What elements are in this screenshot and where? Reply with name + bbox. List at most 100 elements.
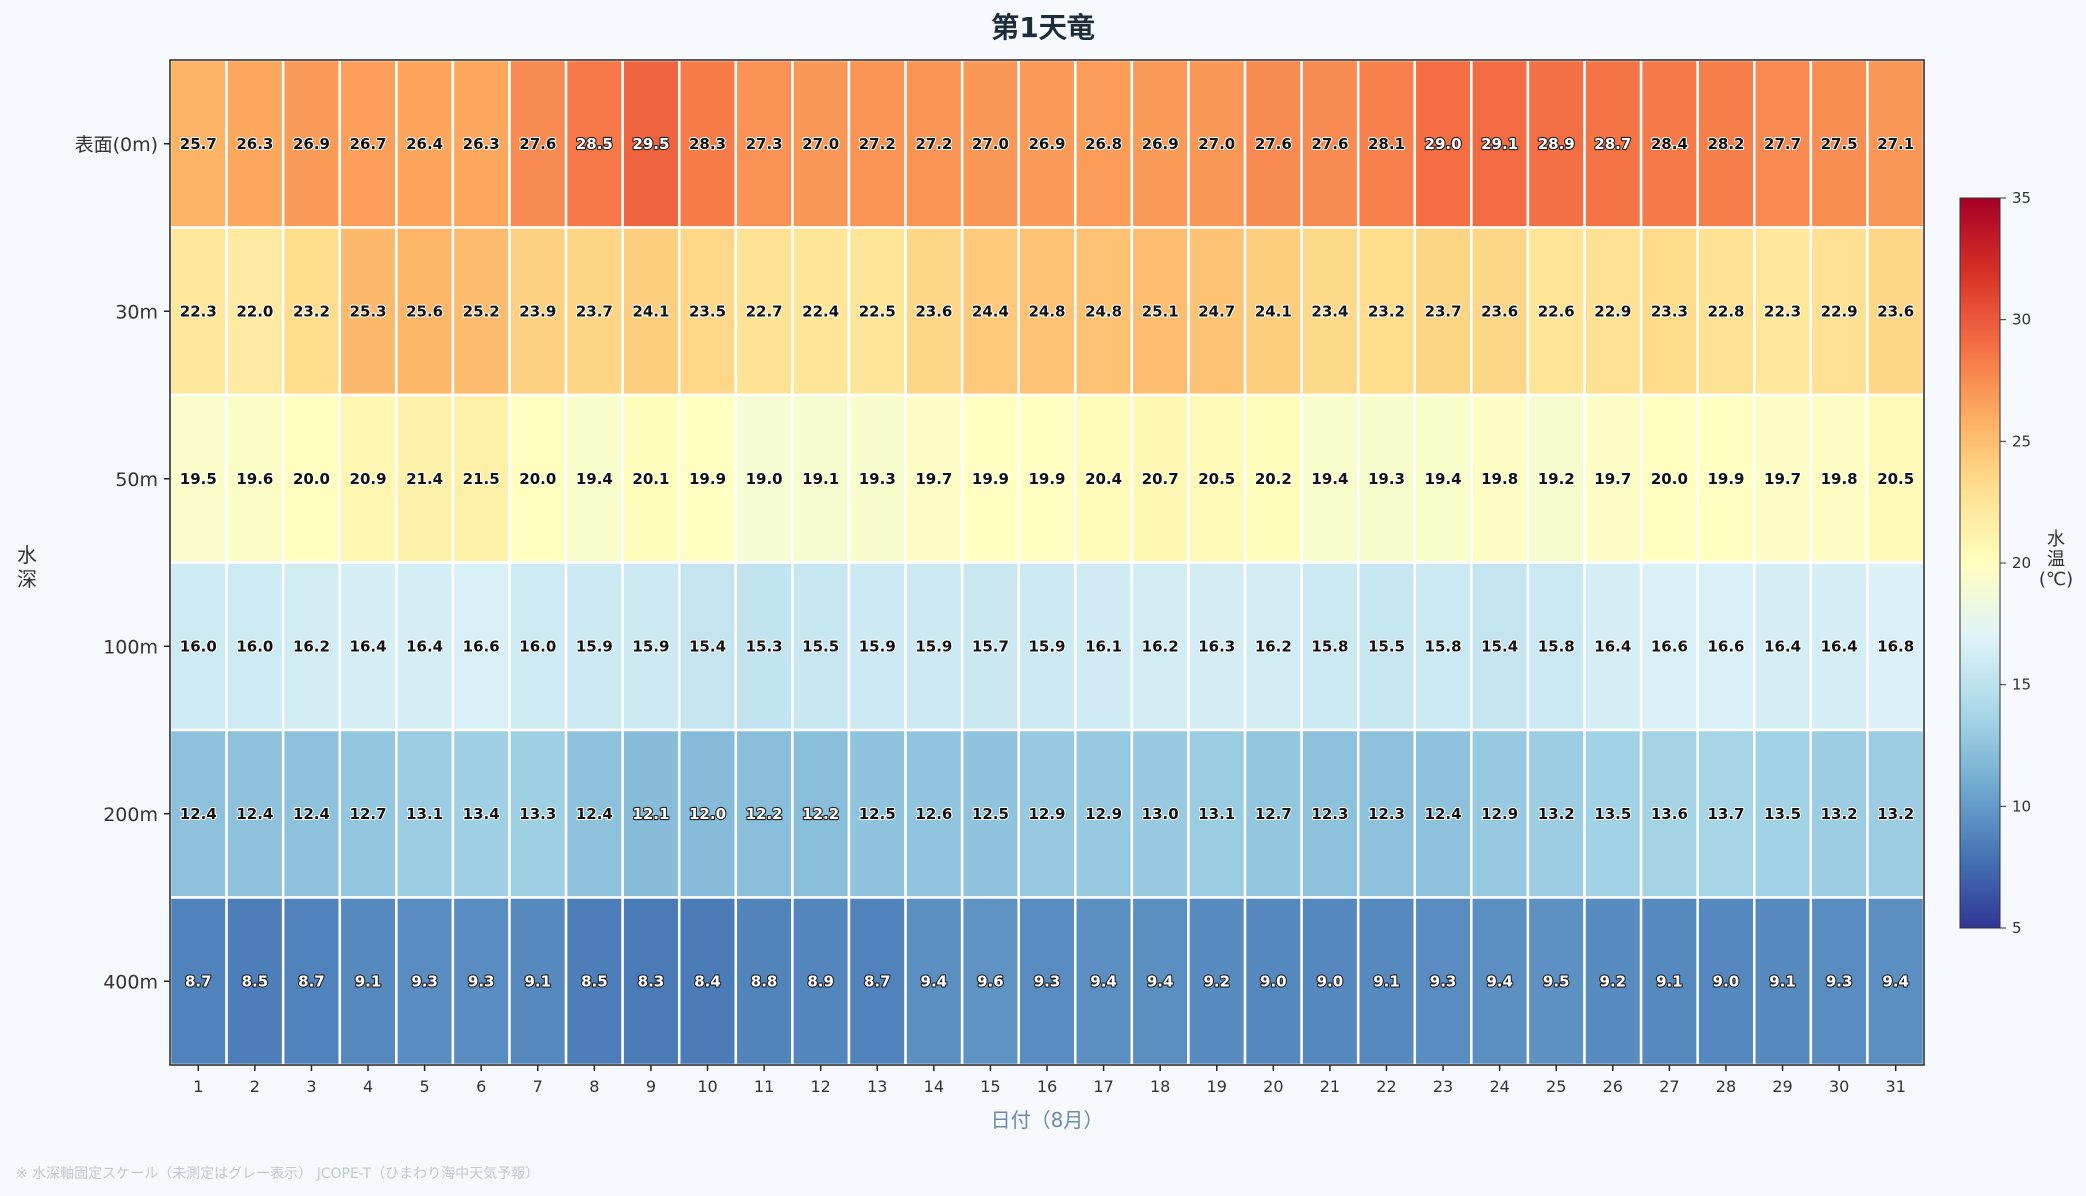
heatmap-cell xyxy=(1639,896,1699,1067)
colorbar-label: 水温(℃) xyxy=(2039,529,2073,590)
cell-value-label: 25.7 xyxy=(180,135,217,153)
cell-value-label: 23.6 xyxy=(1481,302,1518,320)
cell-value-label: 23.3 xyxy=(1651,302,1688,320)
x-tick-label: 14 xyxy=(924,1077,944,1096)
cell-value-label: 23.7 xyxy=(576,302,613,320)
cell-value-label: 13.1 xyxy=(1198,805,1235,823)
cell-value-label: 26.4 xyxy=(406,135,443,153)
heatmap-cell xyxy=(734,393,794,564)
heatmap-cell xyxy=(1187,728,1247,899)
x-tick-label: 8 xyxy=(589,1077,599,1096)
cell-value-label: 19.4 xyxy=(576,470,613,488)
cell-value-label: 15.3 xyxy=(746,637,783,655)
cell-value-label: 13.4 xyxy=(463,805,500,823)
heatmap-cell xyxy=(1074,393,1134,564)
heatmap-cell xyxy=(734,226,794,397)
heatmap-cell xyxy=(451,561,511,732)
cell-value-label: 21.5 xyxy=(463,470,500,488)
cell-value-label: 20.0 xyxy=(519,470,556,488)
heatmap-cell xyxy=(508,728,568,899)
cell-value-label: 16.4 xyxy=(406,637,443,655)
x-tick-label: 1 xyxy=(193,1077,203,1096)
x-tick-label: 12 xyxy=(810,1077,830,1096)
cell-value-label: 27.0 xyxy=(802,135,839,153)
heatmap-cell xyxy=(1413,393,1473,564)
heatmap-cell xyxy=(395,393,455,564)
cell-value-label: 19.0 xyxy=(746,470,783,488)
cell-value-label: 15.9 xyxy=(859,637,896,655)
heatmap-cell xyxy=(1583,896,1643,1067)
x-tick-label: 18 xyxy=(1150,1077,1170,1096)
heatmap-cell xyxy=(225,393,285,564)
cell-value-label: 9.1 xyxy=(355,972,382,990)
cell-value-label: 23.9 xyxy=(519,302,556,320)
heatmap-cell xyxy=(1470,728,1530,899)
colorbar-tick-label: 5 xyxy=(2012,919,2022,937)
colorbar-tick-label: 20 xyxy=(2012,554,2031,572)
x-tick-label: 31 xyxy=(1886,1077,1906,1096)
heatmap-cell xyxy=(451,58,511,229)
cell-value-label: 27.2 xyxy=(859,135,896,153)
cell-value-label: 15.9 xyxy=(915,637,952,655)
plot-frame xyxy=(169,59,1925,1066)
cell-value-label: 16.1 xyxy=(1085,637,1122,655)
heatmap-cell xyxy=(791,58,851,229)
cell-value-label: 29.1 xyxy=(1481,135,1518,153)
x-tick-label: 11 xyxy=(754,1077,774,1096)
cell-value-label: 12.6 xyxy=(915,805,952,823)
cell-value-label: 28.4 xyxy=(1651,135,1688,153)
heatmap-cell xyxy=(1413,58,1473,229)
heatmap-cell xyxy=(677,58,738,229)
heatmap-cell xyxy=(1300,728,1360,899)
cell-value-label: 24.4 xyxy=(972,302,1009,320)
heatmap-cell xyxy=(1639,58,1699,229)
heatmap-cell xyxy=(1413,896,1473,1067)
heatmap-cell xyxy=(960,226,1020,397)
x-tick-label: 27 xyxy=(1659,1077,1679,1096)
cell-value-label: 26.9 xyxy=(1028,135,1065,153)
x-tick-label: 3 xyxy=(306,1077,316,1096)
heatmap-cell xyxy=(225,896,285,1067)
heatmap-cell xyxy=(338,728,398,899)
heatmap-cell xyxy=(1300,896,1360,1067)
x-tick-label: 4 xyxy=(363,1077,373,1096)
heatmap-cell xyxy=(1526,393,1586,564)
cell-value-label: 9.1 xyxy=(1373,972,1400,990)
cell-value-label: 9.4 xyxy=(1486,972,1513,990)
cell-value-label: 13.2 xyxy=(1821,805,1858,823)
heatmap-cell xyxy=(508,393,568,564)
cell-value-label: 9.1 xyxy=(524,972,551,990)
heatmap-cell xyxy=(1356,226,1417,397)
heatmap-cell xyxy=(1017,226,1077,397)
heatmap-cell xyxy=(564,728,624,899)
cell-value-label: 16.4 xyxy=(350,637,387,655)
cell-value-label: 16.4 xyxy=(1821,637,1858,655)
x-tick-label: 24 xyxy=(1489,1077,1509,1096)
cell-value-label: 28.7 xyxy=(1594,135,1631,153)
cell-value-label: 29.5 xyxy=(632,135,669,153)
y-tick-label: 200m xyxy=(103,804,158,826)
cell-value-label: 15.8 xyxy=(1538,637,1575,655)
heatmap-cell xyxy=(904,226,964,397)
cell-value-label: 13.6 xyxy=(1651,805,1688,823)
cell-value-label: 19.6 xyxy=(236,470,273,488)
cell-value-label: 27.6 xyxy=(1311,135,1348,153)
cell-value-label: 23.7 xyxy=(1425,302,1462,320)
cell-value-label: 16.6 xyxy=(463,637,500,655)
y-axis-label: 水深 xyxy=(17,543,37,591)
cell-value-label: 9.3 xyxy=(1430,972,1457,990)
heatmap-cell xyxy=(395,896,455,1067)
cell-value-label: 12.5 xyxy=(972,805,1009,823)
x-axis-label: 日付（8月） xyxy=(991,1108,1104,1132)
cell-value-label: 9.4 xyxy=(921,972,948,990)
cell-value-label: 20.5 xyxy=(1198,470,1235,488)
y-tick-label: 100m xyxy=(103,636,158,658)
cell-value-label: 13.0 xyxy=(1142,805,1179,823)
heatmap-cell xyxy=(1470,226,1530,397)
x-tick-label: 30 xyxy=(1829,1077,1849,1096)
cell-value-label: 9.0 xyxy=(1260,972,1287,990)
heatmap-cell xyxy=(1526,226,1586,397)
heatmap-cell xyxy=(508,896,568,1067)
heatmap-cell xyxy=(1243,226,1303,397)
cell-value-label: 25.2 xyxy=(463,302,500,320)
